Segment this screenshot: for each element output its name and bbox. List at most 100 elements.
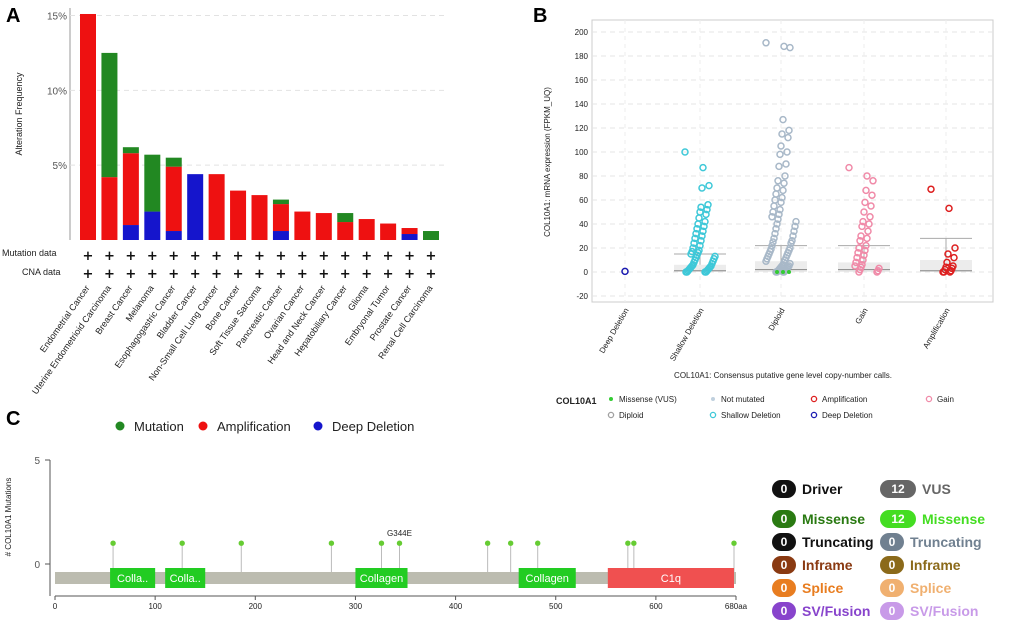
mutation-count: 0 [781,604,788,618]
b-plot-frame [591,19,994,303]
b-point-shallow-deletion [698,184,706,192]
cna-data-marker: + [125,267,136,282]
mutation-type-label: VUS [922,481,951,497]
mutation-count: 0 [889,581,896,595]
protein-domain-label: Collagen [360,573,403,585]
legend-marker-deep-deletion [313,421,323,431]
mutation-data-marker: + [83,249,94,264]
b-point-shallow-deletion [701,268,709,276]
protein-domain-label: Colla.. [117,573,148,585]
b-point-gain [855,244,863,252]
b-box [674,264,726,272]
mutation-data-marker: + [383,249,394,264]
mutation-count: 0 [781,581,788,595]
mutation-type-label: SV/Fusion [802,603,870,619]
b-point-shallow-deletion [705,181,713,190]
b-legend-label: Shallow Deletion [721,411,781,420]
bar-amplification [380,223,397,240]
b-point-amplification [946,268,954,276]
legend-label: Deep Deletion [332,419,414,434]
cna-data-marker: + [275,267,286,282]
b-y-tick-label: 60 [579,196,588,205]
c-x-tick-label: 400 [449,602,463,611]
b-legend-marker [925,395,933,403]
panel-label-a: A [6,5,20,27]
b-y-axis-label: COL10A1: mRNA expression (FPKM_UQ) [543,87,552,237]
b-x-tick-label: Shallow Deletion [668,307,706,363]
b-legend-marker [711,397,715,401]
b-point-diploid [787,239,795,247]
panel-b-scatter-chart: COL10A1: mRNA expression (FPKM_UQ) COL10… [543,19,994,420]
b-y-tick-label: 200 [575,28,589,37]
b-point-diploid [762,257,770,265]
bar-amplification [80,13,96,241]
b-point-gain [860,251,868,259]
bar-amplification [251,195,268,240]
b-point-gain [867,202,875,210]
b-point-gain [874,267,882,275]
protein-domain-label: Colla.. [170,573,201,585]
b-point-amplification [950,253,958,262]
c-x-tick-label: 0 [53,602,58,611]
mutation-data-marker: + [275,249,286,264]
b-point-diploid [792,217,800,226]
b-point-amplification [927,185,935,193]
mutation-count-badge [880,602,904,620]
b-legend-marker [609,397,613,401]
alteration-legend: Mutation Amplification Deep Deletion [115,419,414,434]
mutation-count: 12 [891,512,905,526]
b-point-gain [862,241,870,250]
bar-amplification [101,177,118,240]
b-point-diploid [789,232,797,240]
b-x-axis-label: COL10A1: Consensus putative gene level c… [674,371,892,380]
b-point-amplification [944,250,952,258]
cna-data-marker: + [383,267,394,282]
mutation-data-marker: + [426,249,437,264]
b-y-tick-label: -20 [576,292,588,301]
b-point-diploid [784,133,792,142]
b-point-shallow-deletion [695,214,703,222]
mutation-count: 0 [781,482,788,496]
b-point-amplification [945,204,953,213]
lollipop-head [110,540,116,546]
b-point-gain [863,234,871,243]
lollipop-head [535,540,541,546]
legend-marker-mutation [115,421,125,431]
bar-deep-deletion [144,211,161,240]
panel-c-lollipop-chart: # COL10A1 Mutations 050 100 200 300 400 500 60… [4,456,985,620]
b-point-shallow-deletion [697,203,705,211]
b-legend-marker [810,411,818,419]
b-y-tick-label: 100 [575,148,589,157]
b-point-gain [853,253,861,262]
b-point-shallow-deletion [691,234,699,243]
cna-data-marker: + [254,267,265,282]
legend-marker-amplification [198,421,208,431]
mutation-data-marker: + [404,249,415,264]
lollipop-head [378,540,385,546]
bar-deep-deletion [401,234,418,240]
b-point-diploid [781,172,789,180]
bar-amplification [272,204,289,232]
bar-mutation [101,52,118,178]
b-point-amplification [951,244,959,252]
bar-amplification [122,153,139,226]
b-y-tick-label: 140 [575,100,589,109]
b-point-amplification [947,267,955,275]
mutation-data-marker: + [211,249,222,264]
bar-mutation [337,213,354,223]
bar-amplification [208,174,225,240]
panel-a-bar-chart: Alteration Frequency Mutation data CNA d… [2,8,447,396]
b-point-gain [854,249,862,257]
c-y-axis-label: # COL10A1 Mutations [4,478,13,557]
lollipop-head [731,540,737,546]
b-y-tick-label: 20 [579,244,588,253]
mutation-count-badge [772,579,796,597]
mutation-count-badge [772,556,796,574]
bar-mutation [272,199,289,205]
b-point-shallow-deletion [699,227,707,235]
b-point-shallow-deletion [693,225,701,233]
b-legend-label: Amplification [822,395,867,404]
b-point-shallow-deletion [701,217,709,226]
lollipop-head [238,540,244,546]
b-point-shallow-deletion [699,163,707,172]
